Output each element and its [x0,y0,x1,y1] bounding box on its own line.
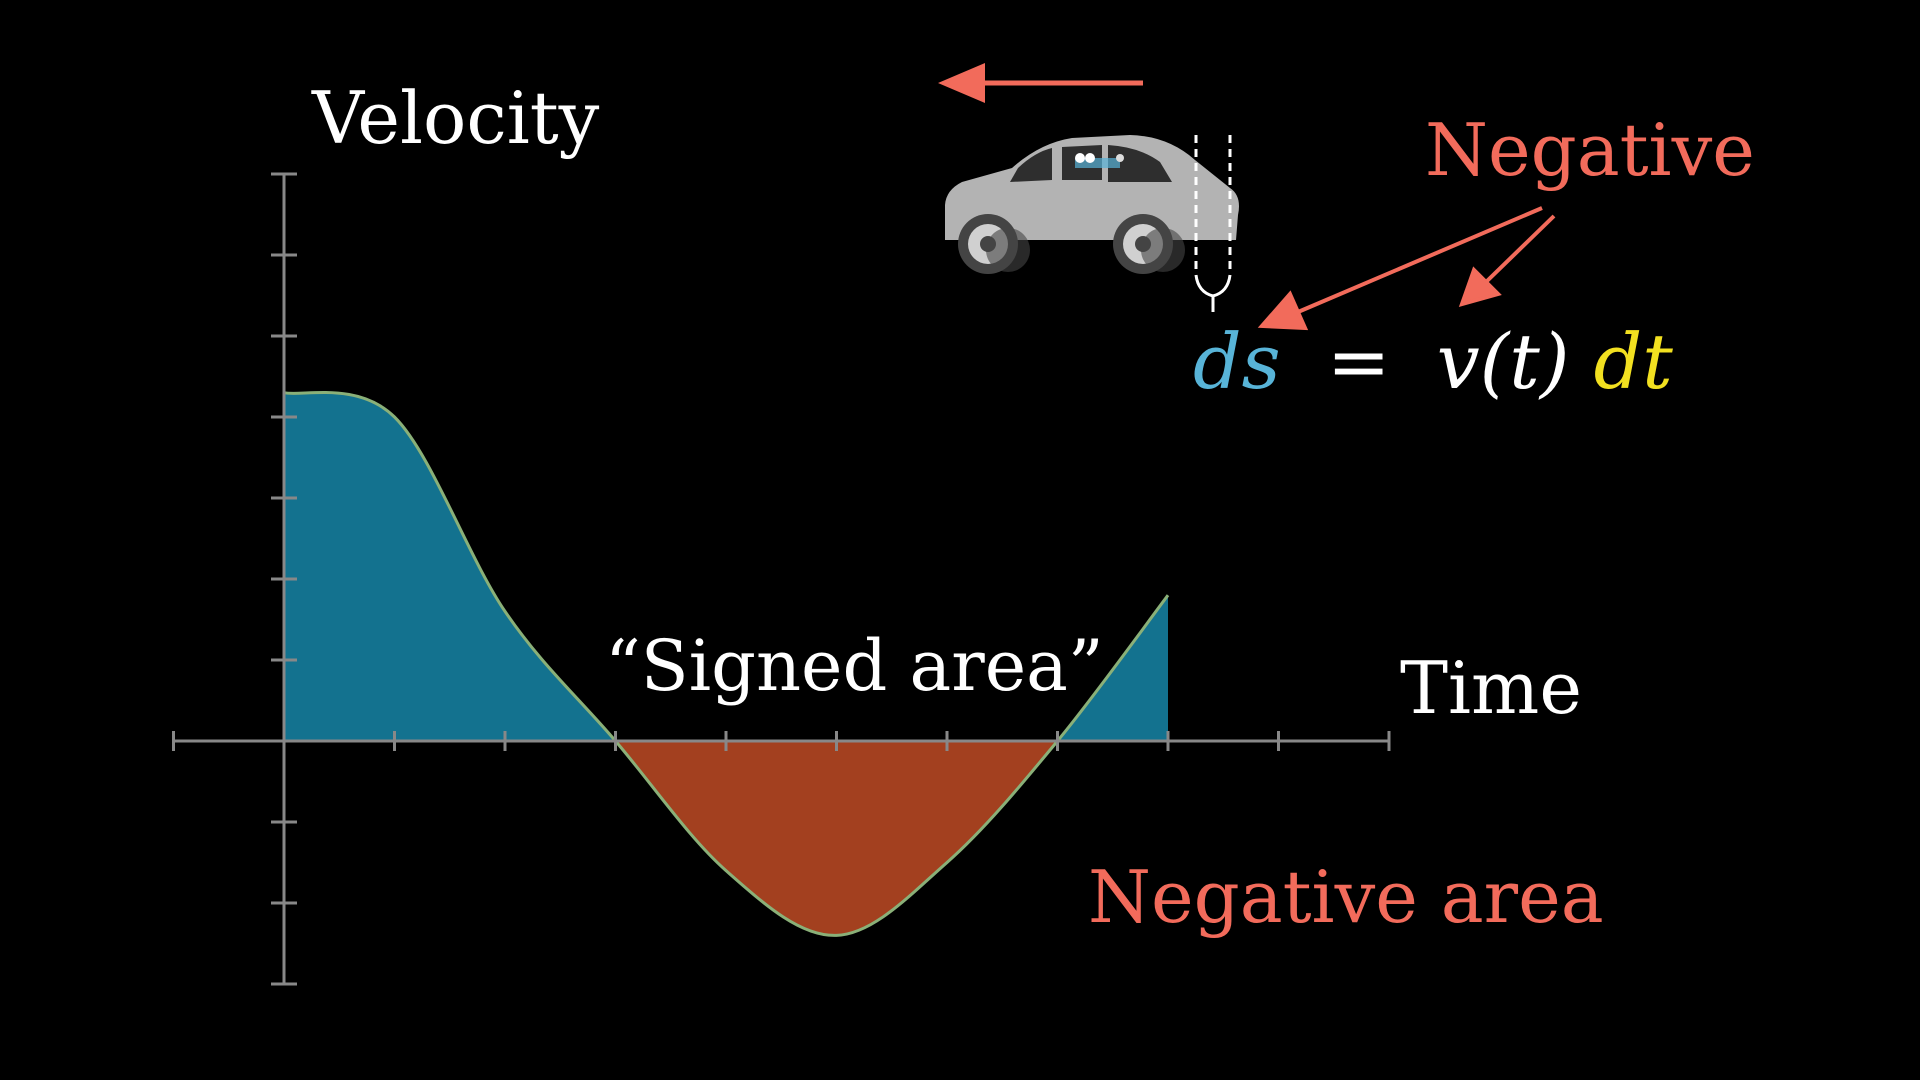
negative-area-region [615,741,1058,936]
displacement-guides [1194,135,1232,275]
x-axis-label: Time [1400,646,1582,730]
equation-equals: = [1327,317,1391,406]
car-icon [945,135,1239,274]
equation-ds: ds [1193,317,1281,406]
equation-dt: dt [1594,317,1674,406]
velocity-curve [283,390,1170,937]
negative-area-label: Negative area [1088,855,1604,939]
brace-icon [1194,274,1232,312]
negative-label: Negative [1425,108,1755,192]
equation-vt: v(t) [1437,317,1570,406]
equation: ds = v(t) dt [1193,317,1673,406]
y-axis-label: Velocity [311,76,600,160]
positive-area-region-1 [284,392,616,741]
positive-area-region-2 [1057,595,1168,741]
signed-area-label: “Signed area” [605,625,1104,707]
axes [172,172,1391,986]
left-arrow-icon [938,63,1143,103]
pointer-arrow-icon [1257,206,1556,331]
